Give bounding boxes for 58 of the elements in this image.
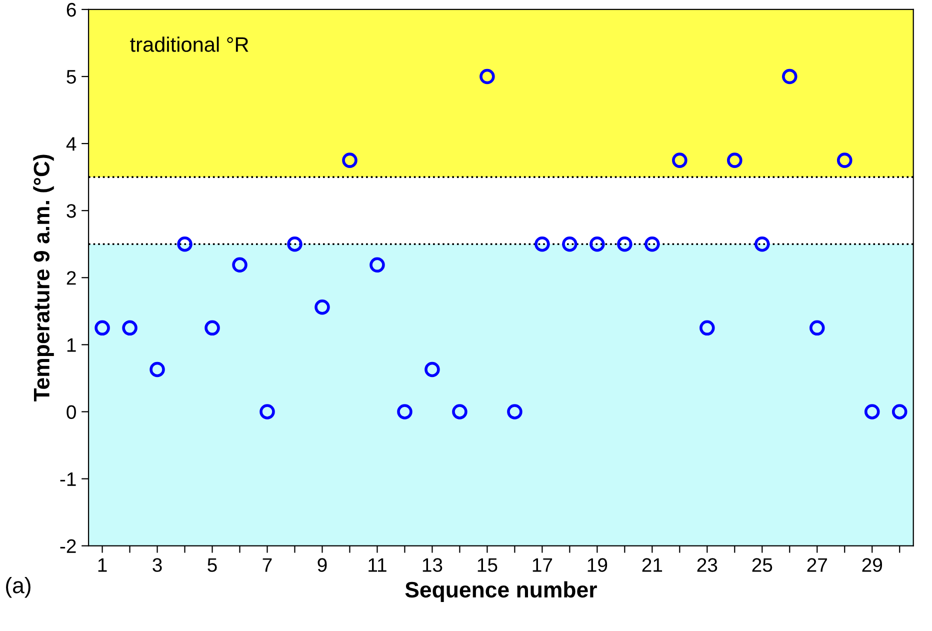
x-tick-label: 23: [697, 558, 718, 572]
y-tick-label: 1: [67, 338, 76, 352]
x-tick-label: 21: [642, 558, 662, 572]
point: [562, 236, 578, 252]
y-tick-label: 5: [66, 70, 76, 84]
point: [507, 404, 522, 420]
point: [754, 236, 770, 252]
point: [480, 68, 495, 84]
x-tick-label: 3: [152, 558, 162, 572]
point: [892, 404, 908, 420]
point: [397, 404, 412, 420]
x-tick-label: 7: [262, 558, 272, 572]
point: [452, 404, 468, 420]
point: [672, 152, 688, 168]
point: [94, 320, 110, 336]
y-tick-label: 2: [66, 271, 76, 285]
point: [534, 236, 550, 252]
point: [370, 257, 385, 273]
point: [809, 320, 825, 336]
band-label: traditional °R: [130, 36, 248, 52]
x-tick-label: 19: [588, 558, 608, 572]
x-tick-label: 15: [478, 558, 498, 572]
point: [617, 236, 632, 252]
x-tick-label: 25: [752, 558, 772, 572]
point: [122, 320, 138, 336]
point: [782, 68, 798, 84]
point: [727, 152, 742, 168]
y-tick-label: 3: [66, 204, 76, 218]
x-tick-label: 11: [368, 558, 386, 572]
point: [590, 236, 605, 252]
point: [232, 257, 248, 273]
y-tick-label: 6: [66, 2, 76, 17]
x-axis-title: Sequence number: [405, 581, 597, 602]
y-tick-label: -2: [60, 539, 76, 553]
point: [836, 152, 852, 168]
x-tick-label: 29: [862, 558, 882, 572]
x-tick-label: 9: [318, 558, 327, 572]
point: [260, 404, 275, 420]
y-axis-title: Temperature 9 a.m. (°C): [33, 154, 54, 402]
point: [424, 362, 440, 378]
point: [287, 236, 302, 252]
y-tick-label: 0: [66, 405, 76, 419]
text: (a): [6, 577, 30, 598]
y-tick-label: 4: [66, 137, 76, 151]
y-tick-label: -1: [60, 472, 76, 486]
point: [150, 362, 165, 378]
x-tick-label: 13: [422, 558, 442, 572]
x-tick-label: 17: [532, 558, 552, 572]
point: [644, 236, 660, 252]
point: [204, 320, 220, 336]
x-tick-label: 5: [208, 558, 217, 572]
point: [864, 404, 880, 420]
x-tick-label: 1: [98, 558, 107, 572]
point: [342, 152, 358, 168]
point: [177, 236, 192, 252]
point: [700, 320, 715, 336]
point: [314, 300, 330, 315]
x-tick-label: 27: [807, 558, 827, 572]
